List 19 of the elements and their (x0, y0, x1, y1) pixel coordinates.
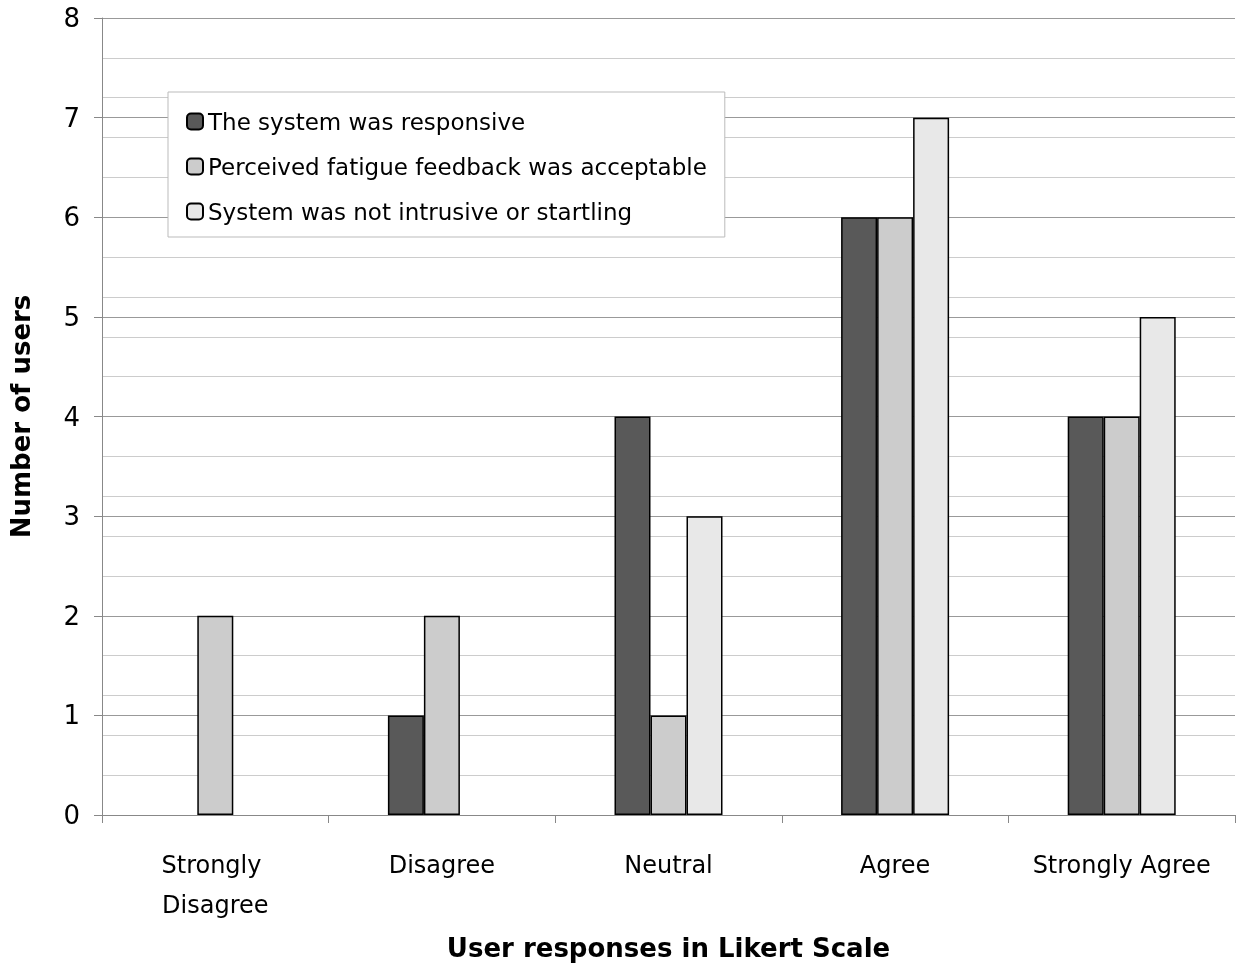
y-tick-label: 3 (63, 501, 80, 532)
legend-label: The system was responsive (207, 108, 526, 135)
x-tick-label: Neutral (624, 851, 713, 879)
x-axis-title: User responses in Likert Scale (446, 933, 891, 963)
y-tick-label: 6 (63, 202, 80, 233)
y-tick-label: 1 (63, 700, 80, 731)
y-tick-label: 0 (63, 800, 80, 830)
x-tick-label: Strongly Agree (1032, 851, 1211, 879)
x-tick-label: Disagree (388, 851, 496, 879)
y-tick-label: 5 (63, 301, 80, 332)
x-tick-label: Agree (859, 851, 931, 879)
y-axis-title: Number of users (6, 294, 36, 539)
y-tick-label: 2 (63, 600, 80, 631)
y-tick-label: 8 (63, 3, 80, 33)
y-tick-label: 4 (63, 401, 80, 432)
legend-label: System was not intrusive or startling (208, 198, 633, 225)
y-tick-label: 7 (63, 102, 80, 133)
x-tick-label: Strongly Disagree (161, 851, 270, 919)
legend-label: Perceived fatigue feedback was acceptable (208, 153, 707, 180)
